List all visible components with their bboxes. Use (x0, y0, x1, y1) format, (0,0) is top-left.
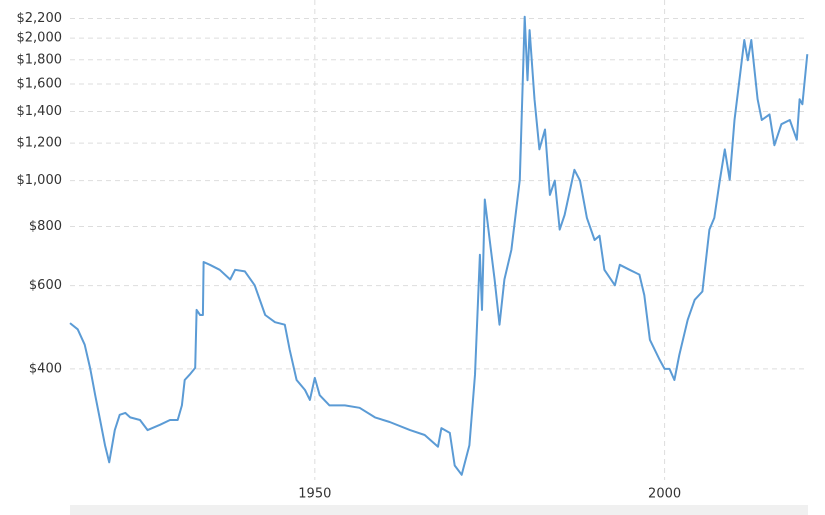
series-line (69, 15, 809, 476)
x-tick-label: 2000 (648, 487, 681, 502)
y-tick-label: $1,600 (17, 77, 63, 92)
y-tick-label: $400 (29, 361, 62, 376)
tick-labels: $400 $600 $800 $1,000 $1,200 $1,400 $1,600 $1,8… (17, 11, 682, 501)
lines (69, 15, 809, 476)
y-tick-label: $1,200 (17, 136, 63, 151)
navigator-strip (70, 505, 808, 515)
y-tick-label: $2,000 (17, 31, 63, 46)
x-tick-label: 1950 (298, 487, 331, 502)
y-tick-label: $2,200 (17, 11, 63, 26)
y-tick-label: $1,000 (17, 173, 63, 188)
y-tick-label: $800 (29, 219, 62, 234)
y-tick-label: $600 (29, 278, 62, 293)
y-tick-label: $1,800 (17, 52, 63, 67)
y-tick-label: $1,400 (17, 104, 63, 119)
grid (70, 0, 808, 480)
